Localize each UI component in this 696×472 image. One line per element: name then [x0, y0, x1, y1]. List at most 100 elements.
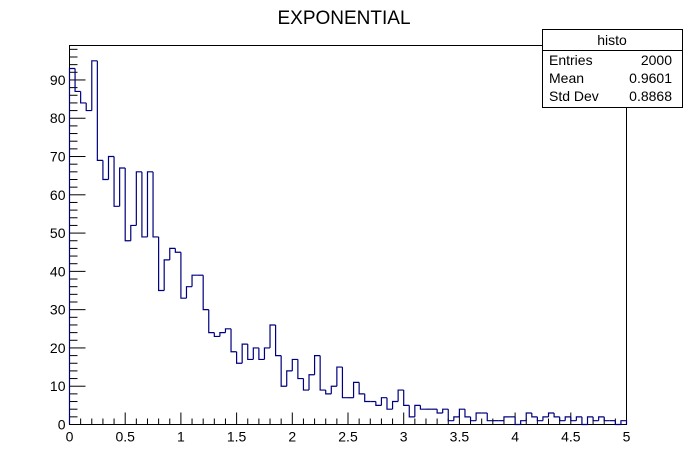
x-tick-label: 3.5 [450, 429, 470, 445]
y-tick-label: 10 [50, 378, 66, 394]
y-tick-label: 0 [58, 417, 66, 433]
histogram-bin [581, 416, 588, 426]
histogram-bin [458, 408, 465, 417]
histogram-bin [536, 416, 543, 422]
histogram-bin [542, 416, 549, 421]
histogram-bin [258, 347, 265, 361]
x-tick-label: 0 [66, 429, 74, 445]
stats-value-mean: 0.9601 [629, 70, 672, 86]
histogram-bin [603, 416, 610, 422]
histogram-bin [102, 160, 109, 181]
histogram-bin [213, 332, 220, 338]
stats-label-mean: Mean [549, 70, 584, 86]
histogram-bin [586, 416, 594, 425]
histogram-bin [453, 416, 460, 421]
histogram-bin [241, 343, 248, 364]
histogram-bin [113, 156, 120, 207]
y-tick-label: 20 [50, 340, 66, 356]
histogram-bin [280, 355, 287, 387]
histogram-bin [119, 167, 126, 207]
histogram-bin [174, 248, 181, 253]
histogram-bin [364, 393, 371, 403]
histogram-bin [274, 324, 282, 357]
stats-value-stddev: 0.8868 [629, 88, 672, 104]
x-tick-label: 4 [511, 429, 519, 445]
histogram-bin [336, 366, 343, 387]
histogram-bin [124, 168, 131, 242]
histogram-bin [163, 259, 170, 291]
histogram-bin [74, 68, 81, 93]
stats-value-entries: 2000 [641, 52, 672, 68]
histogram-bin [135, 171, 142, 226]
histogram-bin [486, 413, 493, 422]
histogram-bin [514, 416, 521, 426]
histogram-bin [397, 389, 404, 402]
histogram-bin [403, 390, 410, 406]
histogram-bin [130, 224, 137, 241]
histogram-bin [419, 405, 426, 410]
histogram-bin [169, 247, 176, 260]
histogram-bin [308, 374, 315, 391]
histogram-bin [414, 404, 421, 417]
histogram-bin [575, 416, 582, 421]
y-tick-label: 60 [50, 187, 66, 203]
histogram-bin [531, 413, 538, 418]
histogram-bin [598, 416, 605, 421]
x-tick-label: 2.5 [338, 429, 358, 445]
stats-label-stddev: Std Dev [549, 88, 599, 104]
histogram-bin [269, 324, 276, 348]
histogram-bin [553, 413, 560, 418]
y-axis: 0 10 20 30 40 50 60 70 80 90 [50, 48, 86, 433]
histogram-bin [313, 354, 321, 375]
histogram-bin [302, 378, 310, 391]
histogram-bin [146, 171, 154, 237]
histogram-bin [202, 275, 209, 311]
histogram-bin [547, 412, 555, 417]
histogram-bin [520, 420, 527, 425]
histogram-bin [408, 405, 415, 418]
histogram-bin [330, 385, 337, 394]
histogram-bin [107, 155, 115, 180]
histogram-bin [380, 397, 387, 406]
histogram-bin [247, 344, 254, 361]
y-tick-label: 80 [50, 110, 66, 126]
histogram-bin [352, 381, 360, 398]
stats-box-title: histo [597, 32, 627, 48]
histogram-bin [559, 416, 566, 422]
x-tick-label: 2 [288, 429, 296, 445]
histogram-bin [325, 390, 332, 395]
histogram-bins [68, 60, 628, 426]
histogram-bin [263, 347, 271, 360]
y-tick-label: 70 [50, 149, 66, 165]
histogram-bin [570, 416, 577, 422]
histogram-bin [358, 382, 365, 395]
histogram-bin [152, 171, 159, 238]
histogram-bin [386, 397, 393, 410]
histogram-bin [219, 332, 226, 337]
histogram-bin [442, 408, 449, 414]
histogram-bin [91, 60, 98, 111]
histogram-bin [208, 309, 215, 334]
histogram-bin [341, 367, 348, 399]
histogram-bin [475, 412, 482, 421]
histogram-bin [620, 420, 628, 425]
x-tick-label: 1 [177, 429, 185, 445]
histogram-bin [592, 416, 599, 422]
histogram-bin [191, 274, 198, 287]
histogram-bin [85, 102, 92, 112]
histogram-bin [224, 328, 232, 333]
y-tick-label: 30 [50, 302, 66, 318]
histogram-bin [614, 420, 621, 426]
histogram-bin [525, 412, 532, 421]
histogram-bin [185, 286, 193, 299]
x-tick-label: 3 [400, 429, 408, 445]
histogram-bin [375, 401, 382, 406]
histogram-bin [469, 416, 477, 422]
histogram-bin [503, 416, 510, 421]
x-tick-label: 0.5 [115, 429, 135, 445]
stats-box-frame [542, 29, 683, 108]
histogram-bin [286, 370, 293, 387]
x-tick-label: 5 [623, 429, 631, 445]
histogram-bin [141, 171, 148, 238]
